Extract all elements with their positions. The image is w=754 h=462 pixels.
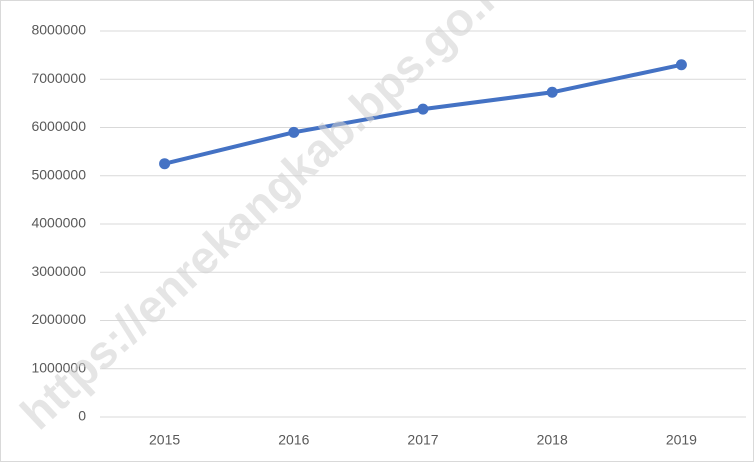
y-tick-label: 5000000 <box>31 166 86 182</box>
data-point <box>417 103 429 115</box>
x-tick-label: 2017 <box>407 432 438 448</box>
x-tick-label: 2016 <box>278 432 309 448</box>
y-tick-label: 7000000 <box>31 70 86 86</box>
y-tick-label: 3000000 <box>31 263 86 279</box>
data-point <box>675 59 687 71</box>
y-tick-label: 0 <box>78 408 86 424</box>
data-point <box>288 126 300 138</box>
data-point <box>546 86 558 98</box>
y-tick-label: 4000000 <box>31 215 86 231</box>
x-tick-label: 2018 <box>537 432 568 448</box>
y-tick-label: 1000000 <box>31 359 86 375</box>
y-tick-label: 8000000 <box>31 22 86 38</box>
y-tick-label: 6000000 <box>31 118 86 134</box>
x-tick-label: 2019 <box>666 432 697 448</box>
x-tick-label: 2015 <box>149 432 180 448</box>
y-tick-label: 2000000 <box>31 311 86 327</box>
data-point <box>159 158 171 170</box>
